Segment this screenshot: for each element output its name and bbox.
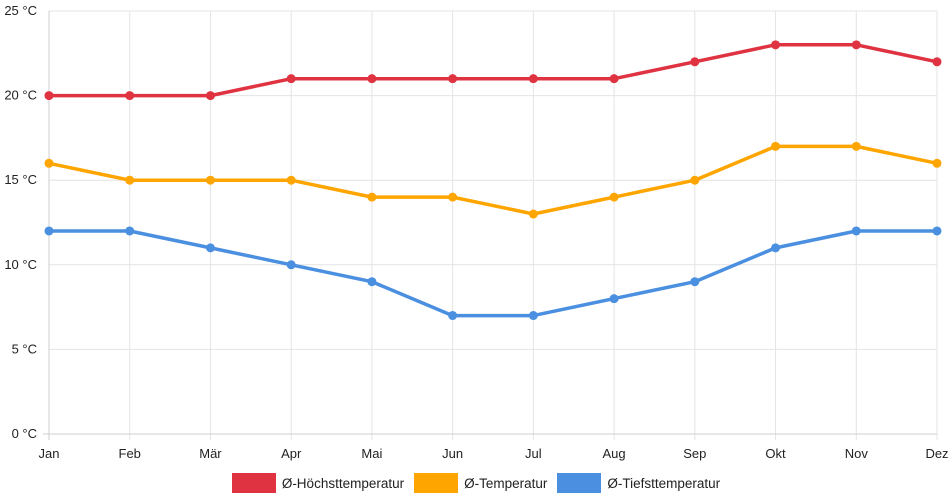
x-tick-label: Jun [442, 446, 463, 461]
x-tick-label: Dez [925, 446, 948, 461]
legend-item-low[interactable]: Ø-Tiefsttemperatur [557, 473, 720, 493]
x-tick-label: Jul [525, 446, 542, 461]
legend-swatch-low [557, 473, 602, 493]
y-tick-label: 10 °C [4, 257, 37, 272]
data-point-0[interactable] [528, 74, 538, 84]
x-tick-label: Mai [361, 446, 382, 461]
data-point-0[interactable] [932, 57, 942, 67]
y-tick-label: 5 °C [12, 341, 37, 356]
legend-label-high: Ø-Höchsttemperatur [281, 475, 405, 491]
series-line-0 [47, 43, 939, 98]
data-point-1[interactable] [44, 158, 54, 168]
y-tick-label: 0 °C [12, 426, 37, 441]
grid-lines [43, 10, 938, 440]
data-point-1[interactable] [205, 175, 215, 185]
y-axis-tick-labels: 0 °C 5 °C 10 °C 15 °C 20 °C 25 °C [4, 3, 37, 441]
data-point-1[interactable] [528, 209, 538, 219]
data-point-2[interactable] [609, 294, 619, 304]
data-point-1[interactable] [286, 175, 296, 185]
data-point-1[interactable] [851, 141, 861, 151]
data-point-2[interactable] [528, 311, 538, 321]
data-point-2[interactable] [44, 226, 54, 236]
x-tick-label: Feb [119, 446, 141, 461]
data-point-0[interactable] [367, 74, 377, 84]
y-tick-label: 25 °C [4, 3, 37, 18]
data-point-1[interactable] [771, 141, 781, 151]
x-tick-label: Nov [845, 446, 869, 461]
data-point-2[interactable] [125, 226, 135, 236]
data-point-2[interactable] [367, 277, 377, 287]
data-point-2[interactable] [448, 311, 458, 321]
legend-label-low: Ø-Tiefsttemperatur [607, 475, 721, 491]
legend-label-mean: Ø-Temperatur [464, 475, 548, 491]
data-point-1[interactable] [932, 158, 942, 168]
series-line-1 [47, 144, 939, 216]
data-point-0[interactable] [205, 91, 215, 101]
data-point-1[interactable] [367, 192, 377, 202]
x-tick-label: Mär [199, 446, 222, 461]
legend-swatch-mean [414, 473, 459, 493]
data-point-0[interactable] [690, 57, 700, 67]
y-tick-label: 20 °C [4, 88, 37, 103]
x-tick-label: Okt [765, 446, 786, 461]
x-tick-label: Aug [603, 446, 626, 461]
data-point-1[interactable] [609, 192, 619, 202]
data-point-0[interactable] [125, 91, 135, 101]
data-point-1[interactable] [448, 192, 458, 202]
data-point-2[interactable] [286, 260, 296, 270]
data-point-1[interactable] [125, 175, 135, 185]
data-point-0[interactable] [448, 74, 458, 84]
data-point-2[interactable] [851, 226, 861, 236]
x-axis-tick-labels: Jan Feb Mär Apr Mai Jun Jul Aug Sep Okt Nov Dez [39, 446, 949, 461]
legend: Ø-Höchsttemperatur Ø-Temperatur Ø-Tiefst… [0, 472, 952, 494]
legend-item-mean[interactable]: Ø-Temperatur [414, 473, 547, 493]
x-tick-label: Apr [281, 446, 302, 461]
data-point-2[interactable] [932, 226, 942, 236]
data-point-2[interactable] [690, 277, 700, 287]
legend-item-high[interactable]: Ø-Höchsttemperatur [231, 473, 405, 493]
series-lines [44, 40, 942, 321]
data-point-0[interactable] [286, 74, 296, 84]
x-tick-label: Jan [39, 446, 60, 461]
temperature-line-chart: 0 °C 5 °C 10 °C 15 °C 20 °C 25 °C Jan Feb Mär Ap… [4, 3, 949, 461]
data-point-0[interactable] [771, 40, 781, 50]
data-point-2[interactable] [205, 243, 215, 253]
legend-swatch-high [231, 473, 276, 493]
data-point-0[interactable] [609, 74, 619, 84]
data-point-0[interactable] [44, 91, 54, 101]
data-point-1[interactable] [690, 175, 700, 185]
data-point-0[interactable] [851, 40, 861, 50]
y-tick-label: 15 °C [4, 172, 37, 187]
data-point-2[interactable] [771, 243, 781, 253]
x-tick-label: Sep [683, 446, 706, 461]
series-line-2 [47, 229, 939, 318]
